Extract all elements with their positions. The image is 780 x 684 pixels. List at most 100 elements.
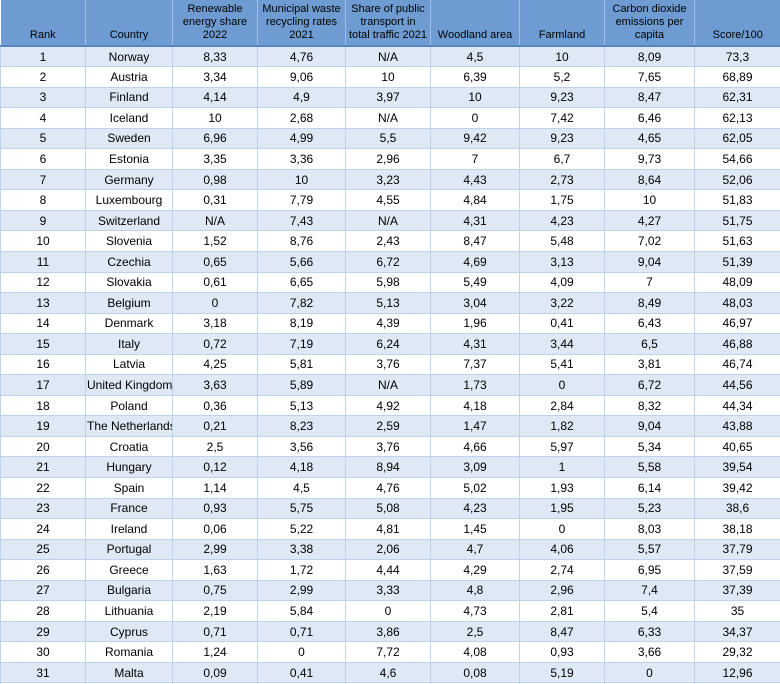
country-cell[interactable]: Luxembourg — [85, 189, 173, 211]
rank-cell[interactable]: 11 — [0, 250, 86, 273]
value-cell[interactable]: 44,56 — [694, 374, 780, 396]
value-cell[interactable]: 2,19 — [172, 600, 258, 622]
value-cell[interactable]: 1,93 — [519, 476, 605, 499]
value-cell[interactable]: 37,79 — [694, 538, 780, 561]
rank-cell[interactable]: 27 — [0, 579, 86, 602]
value-cell[interactable]: 0 — [519, 374, 605, 396]
value-cell[interactable]: 0 — [345, 600, 431, 622]
country-cell[interactable]: Austria — [85, 66, 173, 88]
value-cell[interactable]: 6,33 — [604, 620, 695, 643]
value-cell[interactable]: 8,32 — [604, 394, 695, 417]
value-cell[interactable]: 3,63 — [172, 374, 258, 396]
value-cell[interactable]: 10 — [519, 45, 605, 68]
value-cell[interactable]: 54,66 — [694, 148, 780, 170]
country-cell[interactable]: Croatia — [85, 435, 173, 458]
value-cell[interactable]: 4,99 — [257, 127, 346, 150]
value-cell[interactable]: 4,29 — [430, 559, 520, 581]
country-cell[interactable]: The Netherlands — [85, 415, 173, 437]
rank-cell[interactable]: 12 — [0, 271, 86, 294]
value-cell[interactable]: 9,04 — [604, 250, 695, 273]
value-cell[interactable]: 3,44 — [519, 333, 605, 355]
value-cell[interactable]: 6,72 — [345, 250, 431, 273]
value-cell[interactable]: 0 — [519, 518, 605, 540]
value-cell[interactable]: 5,41 — [519, 353, 605, 376]
value-cell[interactable]: 2,43 — [345, 230, 431, 252]
value-cell[interactable]: 9,42 — [430, 127, 520, 150]
country-cell[interactable]: Greece — [85, 559, 173, 581]
country-cell[interactable]: Sweden — [85, 127, 173, 150]
value-cell[interactable]: 7 — [604, 271, 695, 294]
value-cell[interactable]: 6,96 — [172, 127, 258, 150]
value-cell[interactable]: 4,31 — [430, 333, 520, 355]
value-cell[interactable]: 68,89 — [694, 66, 780, 88]
column-header-6[interactable]: Farmland — [519, 0, 605, 47]
value-cell[interactable]: 4,8 — [430, 579, 520, 602]
value-cell[interactable]: 0,41 — [257, 661, 346, 684]
rank-cell[interactable]: 31 — [0, 661, 86, 684]
value-cell[interactable]: 3,38 — [257, 538, 346, 561]
value-cell[interactable]: 0 — [604, 661, 695, 684]
value-cell[interactable]: 5,23 — [604, 497, 695, 520]
value-cell[interactable]: 29,32 — [694, 641, 780, 663]
value-cell[interactable]: N/A — [345, 374, 431, 396]
value-cell[interactable]: 3,81 — [604, 353, 695, 376]
value-cell[interactable]: 2,74 — [519, 559, 605, 581]
rank-cell[interactable]: 3 — [0, 86, 86, 109]
column-header-2[interactable]: Renewable energy share 2022 — [172, 0, 258, 47]
rank-cell[interactable]: 21 — [0, 456, 86, 478]
value-cell[interactable]: 4,9 — [257, 86, 346, 109]
column-header-0[interactable]: Rank — [0, 0, 86, 47]
value-cell[interactable]: 1,95 — [519, 497, 605, 520]
value-cell[interactable]: 48,03 — [694, 292, 780, 314]
value-cell[interactable]: 8,94 — [345, 456, 431, 478]
rank-cell[interactable]: 25 — [0, 538, 86, 561]
value-cell[interactable]: 46,97 — [694, 312, 780, 335]
value-cell[interactable]: 2,59 — [345, 415, 431, 437]
rank-cell[interactable]: 29 — [0, 620, 86, 643]
country-cell[interactable]: Romania — [85, 641, 173, 663]
value-cell[interactable]: 7,42 — [519, 107, 605, 129]
column-header-5[interactable]: Woodland area — [430, 0, 520, 47]
country-cell[interactable]: Norway — [85, 45, 173, 68]
value-cell[interactable]: 5,4 — [604, 600, 695, 622]
value-cell[interactable]: 4,14 — [172, 86, 258, 109]
value-cell[interactable]: 5,13 — [257, 394, 346, 417]
rank-cell[interactable]: 16 — [0, 353, 86, 376]
country-cell[interactable]: Ireland — [85, 518, 173, 540]
value-cell[interactable]: 1,96 — [430, 312, 520, 335]
country-cell[interactable]: Slovenia — [85, 230, 173, 252]
value-cell[interactable]: 7,79 — [257, 189, 346, 211]
value-cell[interactable]: 6,95 — [604, 559, 695, 581]
value-cell[interactable]: 4,18 — [430, 394, 520, 417]
value-cell[interactable]: 3,22 — [519, 292, 605, 314]
rank-cell[interactable]: 30 — [0, 641, 86, 663]
value-cell[interactable]: 7 — [430, 148, 520, 170]
rank-cell[interactable]: 17 — [0, 374, 86, 396]
value-cell[interactable]: 2,73 — [519, 168, 605, 191]
value-cell[interactable]: 6,14 — [604, 476, 695, 499]
value-cell[interactable]: 38,18 — [694, 518, 780, 540]
value-cell[interactable]: 34,37 — [694, 620, 780, 643]
value-cell[interactable]: 3,34 — [172, 66, 258, 88]
value-cell[interactable]: 4,84 — [430, 189, 520, 211]
value-cell[interactable]: 0,71 — [257, 620, 346, 643]
value-cell[interactable]: 6,5 — [604, 333, 695, 355]
value-cell[interactable]: 0,93 — [172, 497, 258, 520]
rank-cell[interactable]: 24 — [0, 518, 86, 540]
value-cell[interactable]: 5,2 — [519, 66, 605, 88]
value-cell[interactable]: 2,81 — [519, 600, 605, 622]
value-cell[interactable]: 4,43 — [430, 168, 520, 191]
value-cell[interactable]: 4,25 — [172, 353, 258, 376]
value-cell[interactable]: 0,08 — [430, 661, 520, 684]
value-cell[interactable]: 5,66 — [257, 250, 346, 273]
value-cell[interactable]: 1,82 — [519, 415, 605, 437]
value-cell[interactable]: N/A — [345, 107, 431, 129]
country-cell[interactable]: Hungary — [85, 456, 173, 478]
value-cell[interactable]: 9,23 — [519, 127, 605, 150]
rank-cell[interactable]: 6 — [0, 148, 86, 170]
value-cell[interactable]: 4,66 — [430, 435, 520, 458]
value-cell[interactable]: 0,71 — [172, 620, 258, 643]
value-cell[interactable]: 2,84 — [519, 394, 605, 417]
value-cell[interactable]: 6,39 — [430, 66, 520, 88]
value-cell[interactable]: 2,68 — [257, 107, 346, 129]
